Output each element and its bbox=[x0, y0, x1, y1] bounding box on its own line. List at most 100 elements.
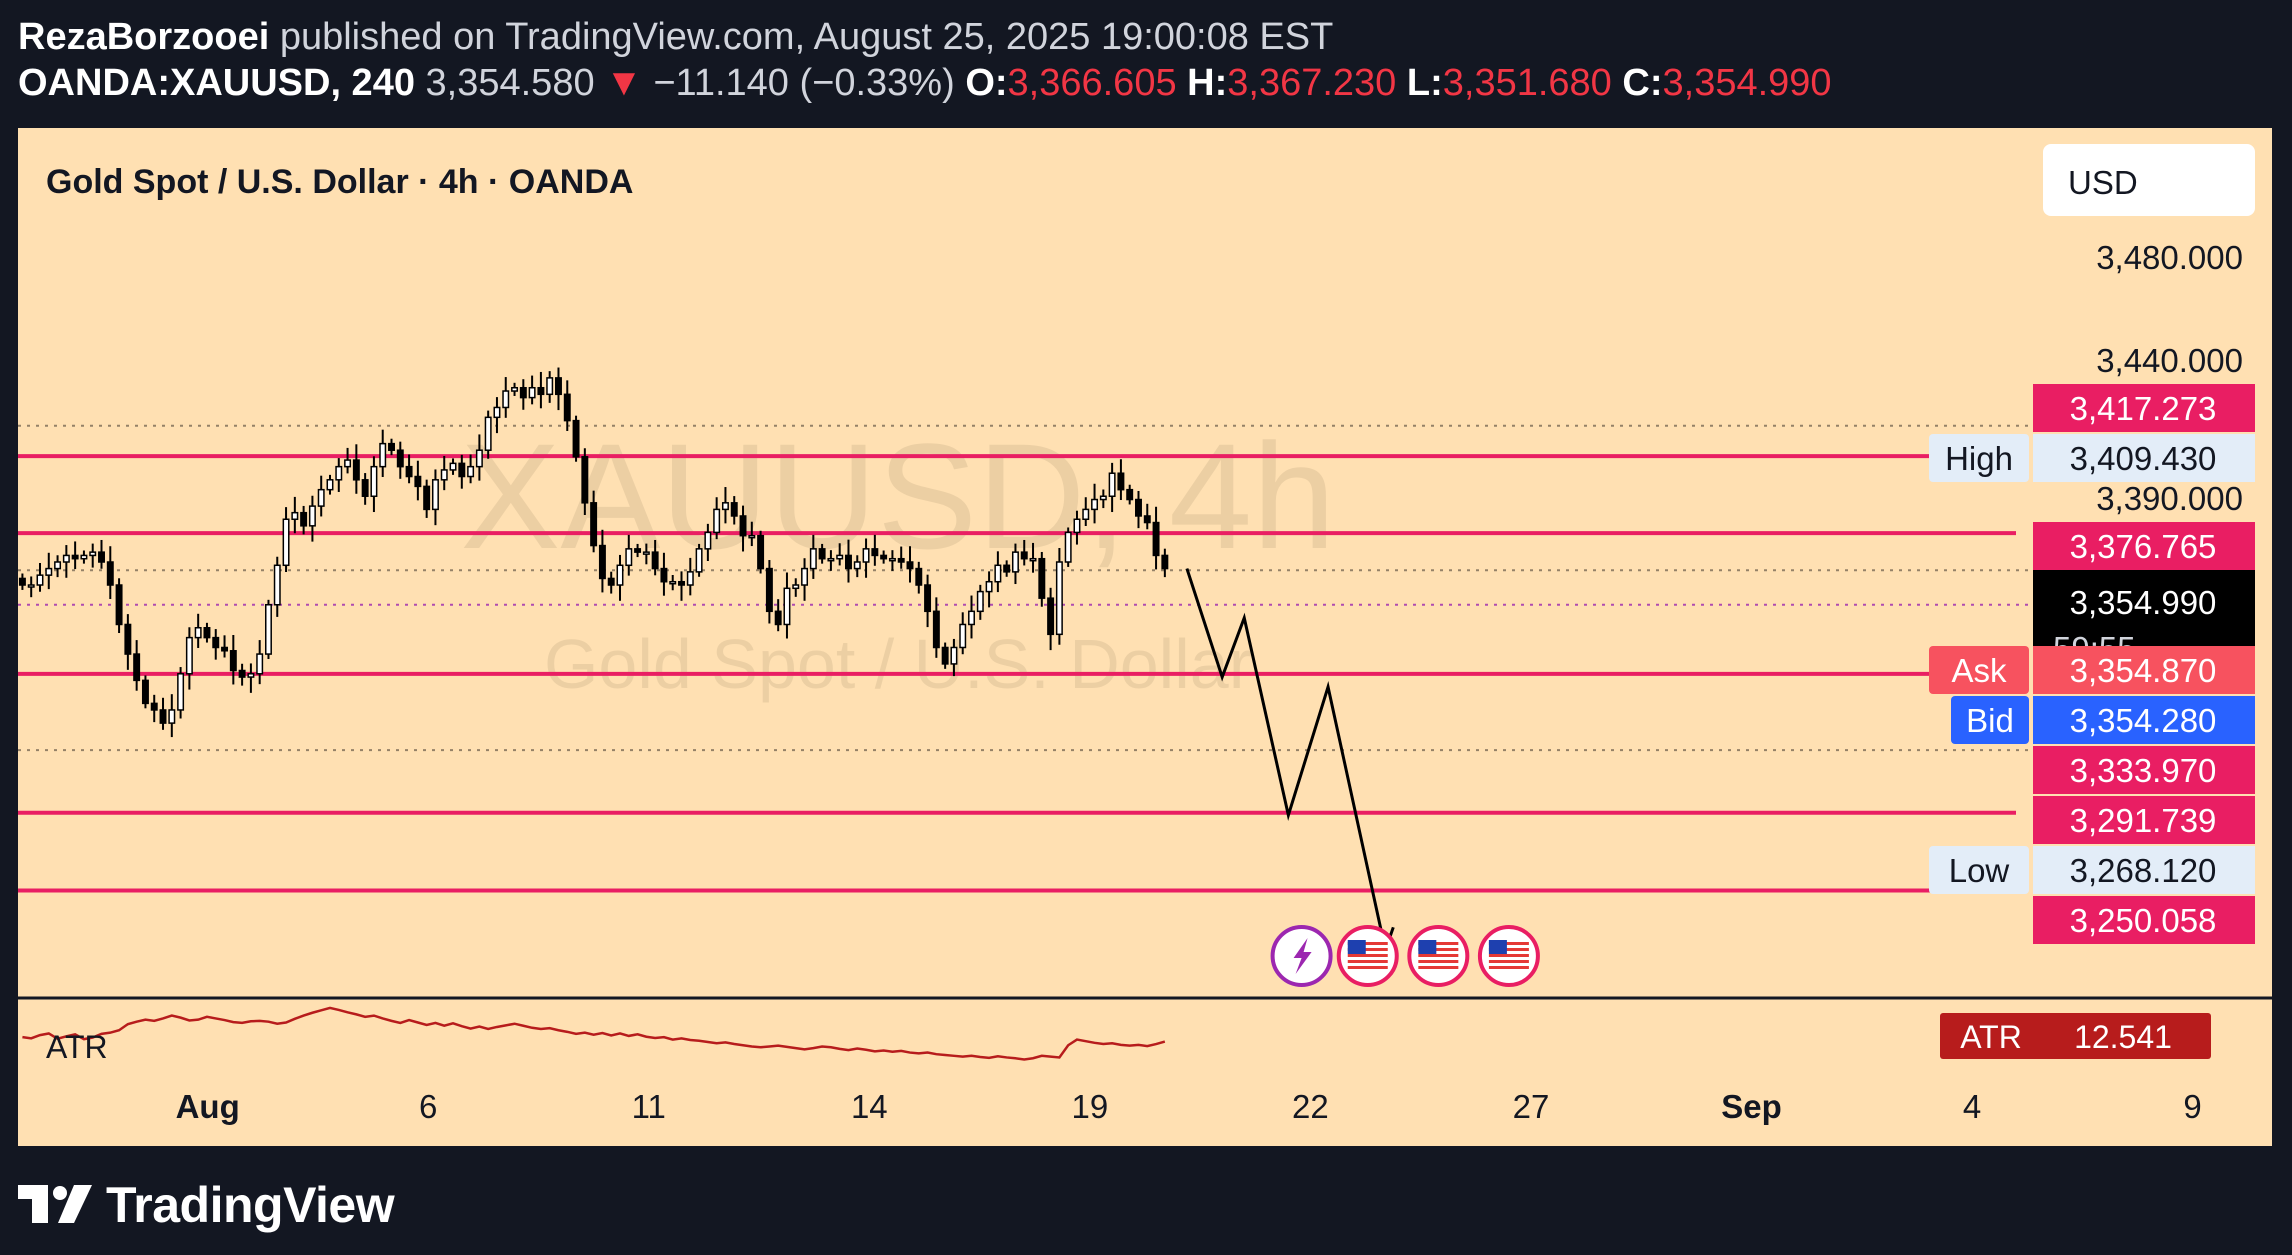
candle-body bbox=[449, 462, 457, 471]
candle-body bbox=[836, 554, 844, 560]
candle-body bbox=[871, 548, 879, 557]
candle-body bbox=[71, 554, 79, 560]
x-tick-label: 19 bbox=[1072, 1088, 1109, 1125]
candle-body bbox=[941, 646, 949, 665]
candle-body bbox=[642, 551, 650, 555]
candle-body bbox=[985, 580, 993, 593]
candle-body bbox=[423, 485, 431, 511]
event-lightning-icon bbox=[1270, 925, 1333, 987]
candle-body bbox=[853, 561, 861, 570]
candle-body bbox=[757, 534, 765, 570]
flag-stripe bbox=[1488, 954, 1529, 957]
candle-body bbox=[326, 479, 334, 491]
price-label-line: 3,376.765 bbox=[2070, 528, 2217, 565]
author-name[interactable]: RezaBorzooei bbox=[18, 16, 270, 58]
us-flag-icon bbox=[1477, 925, 1540, 987]
candle-body bbox=[713, 508, 721, 534]
lightning-shape bbox=[1293, 938, 1312, 974]
candle-body bbox=[18, 577, 26, 586]
flag-stripe bbox=[1488, 960, 1529, 963]
atr-value-badge bbox=[2033, 1013, 2211, 1059]
candle-body bbox=[431, 479, 439, 511]
candle-body bbox=[774, 610, 782, 626]
low-value: 3,351.680 bbox=[1442, 62, 1612, 104]
price-label-line-bg bbox=[2033, 796, 2255, 844]
candle-body bbox=[809, 548, 817, 570]
candle-body bbox=[765, 567, 773, 613]
candle-body bbox=[1091, 498, 1099, 511]
price-label-line-bg bbox=[2033, 896, 2255, 944]
price-chart[interactable]: XAUUSD, 4h Gold Spot / U.S. Dollar Gold Sp… bbox=[18, 128, 2272, 1146]
publish-line: RezaBorzooei published on TradingView.co… bbox=[18, 14, 2278, 60]
atr-line bbox=[22, 1006, 1166, 1061]
flag-stripe bbox=[1418, 942, 1459, 945]
candle-body bbox=[625, 548, 633, 567]
candle-body bbox=[783, 587, 791, 626]
candle-body bbox=[36, 574, 44, 586]
price-label-bid: 3,354.280 bbox=[2070, 702, 2217, 739]
price-tag-bid-bg bbox=[1951, 696, 2029, 744]
chart-title: Gold Spot / U.S. Dollar · 4h · OANDA bbox=[46, 163, 633, 201]
candle-body bbox=[801, 567, 809, 586]
watermark-symbol: XAUUSD, 4h bbox=[460, 412, 1335, 580]
candle-body bbox=[45, 567, 53, 576]
candle-body bbox=[959, 623, 967, 649]
publish-header: RezaBorzooei published on TradingView.co… bbox=[18, 14, 2278, 106]
flag-stripe bbox=[1418, 948, 1459, 951]
candle-body bbox=[1135, 498, 1142, 517]
price-label-ask-bg bbox=[2033, 646, 2255, 694]
candle-body bbox=[695, 548, 703, 573]
price-label-high-bg bbox=[2033, 434, 2255, 482]
high-value: 3,367.230 bbox=[1227, 62, 1397, 104]
candle-body bbox=[221, 646, 229, 652]
candle-body bbox=[686, 571, 694, 586]
x-tick-label: 22 bbox=[1292, 1088, 1329, 1125]
candle-body bbox=[792, 584, 800, 590]
price-tag-bid: Bid bbox=[1966, 702, 2014, 739]
candle-body bbox=[484, 416, 492, 451]
tradingview-logo: TradingView bbox=[18, 1170, 395, 1240]
candle-body bbox=[80, 554, 88, 560]
candle-body bbox=[897, 557, 905, 563]
candle-body bbox=[721, 502, 729, 511]
candle-body bbox=[308, 505, 316, 527]
candle-body bbox=[827, 557, 835, 562]
candle-body bbox=[388, 442, 395, 451]
price-change: −11.140 (−0.33%) bbox=[653, 62, 955, 104]
candle-body bbox=[1143, 515, 1151, 524]
candle-body bbox=[265, 603, 272, 655]
price-tag-ask-bg bbox=[1929, 646, 2029, 694]
candle-body bbox=[54, 561, 62, 570]
candle-body bbox=[704, 531, 712, 550]
candle-body bbox=[1038, 557, 1046, 599]
candle-body bbox=[150, 702, 158, 711]
logo-text: TradingView bbox=[106, 1177, 395, 1233]
flag-stripe bbox=[1347, 954, 1388, 957]
candle-body bbox=[1029, 557, 1037, 562]
symbol-label: OANDA:XAUUSD, 240 bbox=[18, 62, 415, 104]
candle-body bbox=[273, 564, 281, 606]
candle-body bbox=[379, 442, 387, 468]
price-label-bid-bg bbox=[2033, 696, 2255, 744]
x-tick-label: 9 bbox=[2183, 1088, 2201, 1125]
candle-body bbox=[300, 511, 308, 527]
candle-body bbox=[247, 673, 255, 678]
x-tick-label: Aug bbox=[176, 1088, 240, 1125]
y-tick-label: 3,440.000 bbox=[2096, 342, 2243, 379]
candle-body bbox=[502, 390, 510, 409]
candle-body bbox=[581, 456, 589, 504]
candle-body bbox=[976, 590, 984, 613]
chart-area[interactable]: XAUUSD, 4h Gold Spot / U.S. Dollar Gold Sp… bbox=[18, 128, 2272, 1146]
flag-stripe bbox=[1347, 942, 1388, 945]
flag-canton bbox=[1418, 940, 1437, 954]
candle-body bbox=[537, 386, 545, 396]
candle-body bbox=[256, 653, 264, 675]
candle-body bbox=[1108, 472, 1116, 497]
candle-body bbox=[572, 419, 580, 458]
candle-body bbox=[89, 551, 97, 557]
candle-body bbox=[730, 502, 738, 517]
candle-body bbox=[1099, 495, 1107, 501]
price-tag-high: High bbox=[1945, 440, 2013, 477]
price-label-line: 3,250.058 bbox=[2070, 902, 2217, 939]
y-tick-label: 3,390.000 bbox=[2096, 480, 2243, 517]
